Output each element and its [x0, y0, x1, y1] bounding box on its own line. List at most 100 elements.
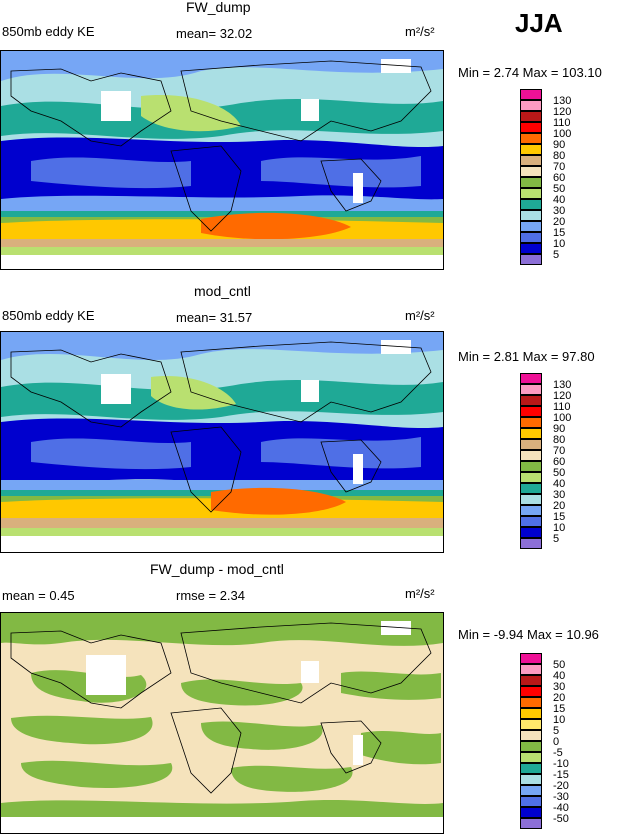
- legend-label: 70: [553, 445, 566, 457]
- panel3-units: m²/s²: [405, 586, 435, 601]
- legend-label: 80: [553, 150, 566, 162]
- legend-swatch: [520, 461, 542, 472]
- legend-swatch: [520, 527, 542, 538]
- legend-swatch: [520, 730, 542, 741]
- panel2-field-label: 850mb eddy KE: [2, 308, 95, 323]
- legend-label: 20: [553, 216, 566, 228]
- panel2-map-svg: [1, 332, 443, 552]
- legend-label: 80: [553, 434, 566, 446]
- panel3-map: [0, 612, 444, 834]
- panel3-mean: mean = 0.45: [2, 588, 75, 603]
- panel2-units: m²/s²: [405, 308, 435, 323]
- legend-label: 40: [553, 194, 566, 206]
- legend-swatch: [520, 166, 542, 177]
- legend-swatch: [520, 188, 542, 199]
- legend-swatch: [520, 774, 542, 785]
- legend-swatch: [520, 697, 542, 708]
- legend-swatch: [520, 254, 542, 265]
- legend-swatch: [520, 741, 542, 752]
- legend-swatch: [520, 199, 542, 210]
- legend-swatch: [520, 428, 542, 439]
- legend-swatch: [520, 785, 542, 796]
- legend-swatch: [520, 818, 542, 829]
- season-label: JJA: [515, 8, 563, 38]
- legend-label: 100: [553, 412, 572, 424]
- panel3-map-svg: [1, 613, 443, 833]
- panel3-rmse: rmse = 2.34: [176, 588, 246, 603]
- legend-swatch: [520, 111, 542, 122]
- legend-swatch: [520, 516, 542, 527]
- panel1-units: m²/s²: [405, 24, 435, 39]
- legend-swatch: [520, 796, 542, 807]
- legend-label: 5: [553, 533, 560, 545]
- legend-swatch: [520, 384, 542, 395]
- legend-label: 130: [553, 379, 572, 391]
- legend-swatch: [520, 243, 542, 254]
- legend-label: 20: [553, 692, 566, 704]
- legend-label: 130: [553, 95, 572, 107]
- legend-label: -40: [553, 802, 569, 814]
- legend-swatch: [520, 538, 542, 549]
- legend-label: 90: [553, 423, 566, 435]
- legend-swatch: [520, 653, 542, 664]
- legend-label: 50: [553, 659, 566, 671]
- legend-label: 15: [553, 703, 566, 715]
- legend-label: 110: [553, 117, 571, 129]
- legend-label: 70: [553, 161, 566, 173]
- legend-label: 120: [553, 390, 572, 402]
- legend-swatch: [520, 210, 542, 221]
- panel2-mean: mean= 31.57: [176, 310, 253, 325]
- panel3-title: FW_dump - mod_cntl: [150, 561, 284, 577]
- legend-label: 20: [553, 500, 566, 512]
- legend-swatch: [520, 133, 542, 144]
- legend-label: -10: [553, 758, 569, 770]
- legend-label: 10: [553, 522, 566, 534]
- legend-label: 5: [553, 249, 560, 261]
- legend-label: -30: [553, 791, 569, 803]
- legend-swatch: [520, 221, 542, 232]
- legend-swatch: [520, 122, 542, 133]
- legend-label: 30: [553, 205, 566, 217]
- legend-swatch: [520, 472, 542, 483]
- legend-label: 15: [553, 511, 566, 523]
- legend-label: 30: [553, 489, 566, 501]
- legend-swatch: [520, 395, 542, 406]
- legend-swatch: [520, 686, 542, 697]
- legend-label: 10: [553, 238, 566, 250]
- legend-swatch: [520, 664, 542, 675]
- legend-swatch: [520, 763, 542, 774]
- legend-label: 5: [553, 725, 560, 737]
- legend-swatch: [520, 417, 542, 428]
- legend-swatch: [520, 708, 542, 719]
- legend-swatch: [520, 675, 542, 686]
- panel2-title: mod_cntl: [194, 283, 251, 299]
- legend-label: 60: [553, 172, 566, 184]
- legend-label: 50: [553, 183, 566, 195]
- panel1-field-label: 850mb eddy KE: [2, 24, 95, 39]
- legend-swatch: [520, 752, 542, 763]
- legend-swatch: [520, 232, 542, 243]
- legend-label: 50: [553, 467, 566, 479]
- legend-swatch: [520, 450, 542, 461]
- legend-label: 110: [553, 401, 571, 413]
- legend-label: 120: [553, 106, 572, 118]
- legend-label: 60: [553, 456, 566, 468]
- legend-label: 30: [553, 681, 566, 693]
- panel1-minmax: Min = 2.74 Max = 103.10: [458, 65, 602, 80]
- legend-swatch: [520, 807, 542, 818]
- legend-swatch: [520, 406, 542, 417]
- legend-label: 90: [553, 139, 566, 151]
- panel1-title: FW_dump: [186, 0, 251, 15]
- legend-swatch: [520, 494, 542, 505]
- legend-swatch: [520, 483, 542, 494]
- legend-label: 0: [553, 736, 560, 748]
- legend-swatch: [520, 439, 542, 450]
- panel2-map: [0, 331, 444, 553]
- legend-label: 40: [553, 670, 566, 682]
- legend-label: 100: [553, 128, 572, 140]
- panel1-map: [0, 50, 444, 270]
- legend-label: 15: [553, 227, 566, 239]
- legend-swatch: [520, 719, 542, 730]
- legend-swatch: [520, 100, 542, 111]
- panel1-map-svg: [1, 51, 443, 269]
